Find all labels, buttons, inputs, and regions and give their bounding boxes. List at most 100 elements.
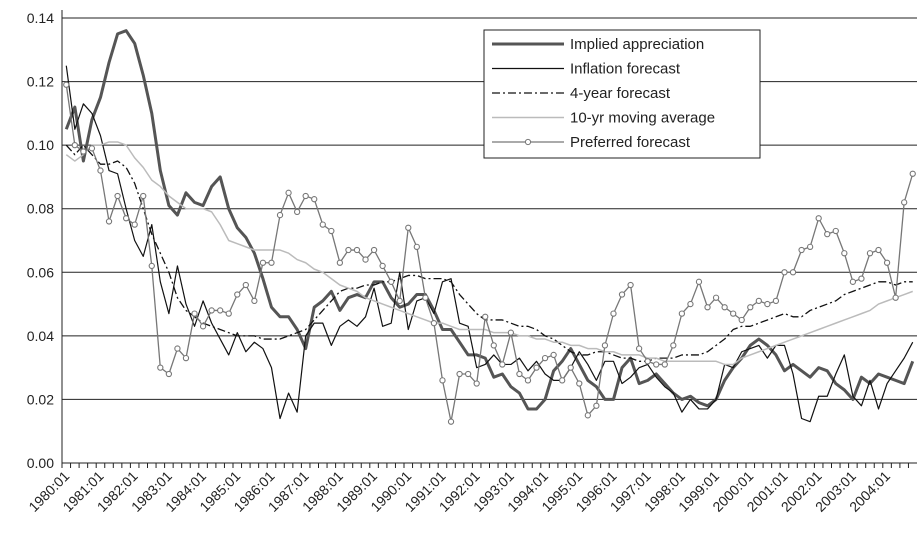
series-marker: [747, 304, 754, 311]
series-marker: [71, 141, 78, 149]
series-marker: [644, 358, 651, 365]
y-tick-label: 0.00: [27, 455, 54, 471]
series-marker: [516, 370, 523, 378]
series-marker: [601, 342, 609, 349]
series-marker: [576, 380, 583, 387]
series-marker: [567, 364, 574, 371]
series-marker: [490, 342, 497, 349]
series-marker: [148, 262, 155, 270]
series-marker: [806, 243, 814, 251]
series-marker: [695, 278, 703, 285]
series-marker: [439, 377, 446, 384]
series-marker: [901, 199, 908, 206]
series-marker: [892, 294, 899, 301]
legend-label: Inflation forecast: [570, 61, 681, 78]
series-marker: [593, 402, 600, 409]
series-marker: [208, 307, 215, 314]
series-marker: [550, 351, 557, 359]
series-marker: [336, 259, 344, 266]
series-marker: [362, 256, 369, 263]
series-marker: [430, 319, 438, 327]
series-marker: [225, 310, 232, 317]
series-marker: [88, 145, 96, 152]
series-line: [65, 144, 913, 362]
legend-label: Preferred forecast: [570, 134, 691, 151]
series-marker: [276, 211, 284, 219]
series-marker: [798, 246, 805, 254]
legend: Implied appreciation Inflation forecast 4-…: [483, 29, 761, 159]
series-marker: [670, 342, 677, 349]
series-marker: [234, 291, 241, 298]
series-marker: [730, 310, 737, 317]
series-marker: [422, 294, 429, 301]
series-line: [65, 65, 914, 423]
series-marker: [370, 246, 378, 254]
series-marker: [285, 189, 292, 196]
series-marker: [618, 291, 626, 298]
series-marker: [140, 192, 147, 200]
series-marker: [259, 259, 267, 266]
series-marker: [764, 300, 771, 308]
series-marker: [875, 246, 882, 254]
series-marker: [781, 269, 788, 276]
y-tick-label: 0.12: [27, 74, 54, 90]
series-marker: [909, 170, 916, 177]
series-marker: [302, 192, 309, 200]
series-marker: [473, 380, 480, 387]
series-marker: [131, 221, 138, 228]
series-marker: [849, 278, 857, 285]
series-marker: [328, 227, 335, 235]
series-marker: [217, 307, 224, 314]
series-marker: [687, 300, 694, 308]
y-tick-label: 0.04: [27, 328, 54, 344]
series-marker: [824, 230, 831, 238]
series-marker: [268, 259, 275, 266]
series-marker: [866, 250, 874, 257]
series-marker: [661, 361, 668, 368]
y-tick-label: 0.06: [27, 264, 54, 280]
series-marker: [789, 269, 797, 276]
series-marker: [311, 196, 318, 203]
series-marker: [165, 370, 173, 378]
series-marker: [97, 167, 104, 174]
series-marker: [627, 281, 634, 289]
series-marker: [815, 215, 822, 222]
series-marker: [396, 297, 403, 305]
series-marker: [832, 227, 839, 235]
legend-box: [483, 29, 761, 159]
series-line: [64, 29, 915, 411]
legend-label: 10-yr moving average: [570, 110, 715, 127]
series-marker: [191, 310, 198, 317]
series-marker: [405, 224, 412, 231]
series-marker: [122, 215, 130, 222]
series-marker: [80, 148, 87, 155]
series-marker: [174, 345, 181, 352]
y-tick-label: 0.10: [27, 137, 54, 153]
series-marker: [499, 361, 506, 368]
series-marker: [533, 364, 540, 371]
series-marker: [319, 221, 326, 228]
legend-marker: [524, 138, 532, 146]
series-marker: [464, 370, 472, 378]
series-marker: [653, 361, 660, 368]
y-tick-label: 0.08: [27, 201, 54, 217]
series-marker: [507, 329, 515, 336]
series-marker: [413, 243, 420, 251]
series-marker: [482, 313, 489, 320]
series-marker: [524, 377, 532, 384]
series-marker: [883, 259, 891, 266]
y-tick-label: 0.02: [27, 391, 54, 407]
series-marker: [447, 418, 455, 425]
series-marker: [199, 323, 207, 330]
series-marker: [105, 218, 113, 225]
series-marker: [738, 316, 745, 324]
series-marker: [456, 370, 463, 378]
series-line: [65, 84, 914, 423]
series-marker: [712, 294, 720, 301]
series-marker: [858, 275, 865, 282]
series-marker: [721, 304, 728, 311]
series-marker: [242, 281, 249, 289]
series-marker: [251, 297, 258, 305]
series-marker: [541, 354, 549, 362]
